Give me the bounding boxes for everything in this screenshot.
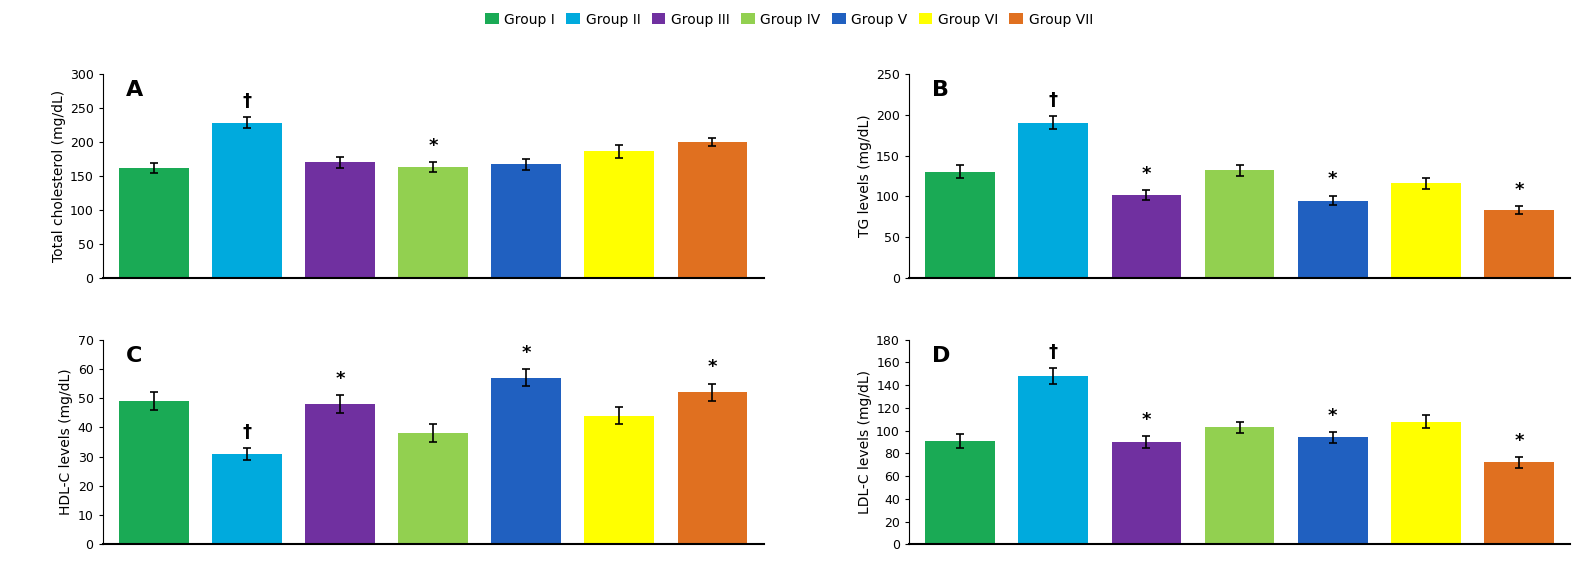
Text: †: † — [243, 92, 251, 110]
Y-axis label: TG levels (mg/dL): TG levels (mg/dL) — [858, 115, 873, 238]
Bar — [398, 433, 469, 544]
Y-axis label: Total cholesterol (mg/dL): Total cholesterol (mg/dL) — [52, 90, 66, 262]
Text: *: * — [1142, 411, 1152, 429]
Y-axis label: HDL-C levels (mg/dL): HDL-C levels (mg/dL) — [60, 369, 73, 515]
Bar — [491, 164, 562, 278]
Bar — [1018, 123, 1089, 278]
Bar — [491, 378, 562, 544]
Bar — [584, 416, 655, 544]
Text: *: * — [1515, 431, 1524, 450]
Text: †: † — [1049, 343, 1057, 361]
Bar — [305, 404, 376, 544]
Text: *: * — [521, 344, 530, 362]
Text: D: D — [933, 346, 950, 366]
Bar — [211, 454, 282, 544]
Bar — [305, 162, 376, 278]
Y-axis label: LDL-C levels (mg/dL): LDL-C levels (mg/dL) — [858, 370, 873, 514]
Text: *: * — [1142, 165, 1152, 183]
Bar — [1204, 170, 1275, 278]
Bar — [1297, 201, 1368, 278]
Text: *: * — [428, 137, 437, 155]
Text: †: † — [243, 422, 251, 441]
Text: A: A — [126, 80, 144, 100]
Bar — [584, 151, 655, 278]
Text: *: * — [1329, 407, 1338, 425]
Bar — [118, 168, 189, 278]
Bar — [677, 392, 748, 544]
Bar — [925, 172, 996, 278]
Bar — [1018, 376, 1089, 544]
Text: *: * — [1329, 171, 1338, 188]
Bar — [1390, 421, 1461, 544]
Bar — [1111, 195, 1182, 278]
Text: *: * — [707, 358, 716, 376]
Text: B: B — [933, 80, 950, 100]
Bar — [1390, 183, 1461, 278]
Bar — [925, 441, 996, 544]
Bar — [211, 123, 282, 278]
Bar — [1483, 210, 1554, 278]
Bar — [118, 401, 189, 544]
Text: C: C — [126, 346, 142, 366]
Text: †: † — [1049, 91, 1057, 109]
Text: *: * — [1515, 181, 1524, 199]
Bar — [677, 142, 748, 278]
Bar — [1204, 428, 1275, 544]
Bar — [398, 167, 469, 278]
Bar — [1111, 442, 1182, 544]
Text: *: * — [335, 370, 344, 388]
Bar — [1483, 463, 1554, 544]
Bar — [1297, 438, 1368, 544]
Legend: Group I, Group II, Group III, Group IV, Group V, Group VI, Group VII: Group I, Group II, Group III, Group IV, … — [483, 10, 1095, 29]
